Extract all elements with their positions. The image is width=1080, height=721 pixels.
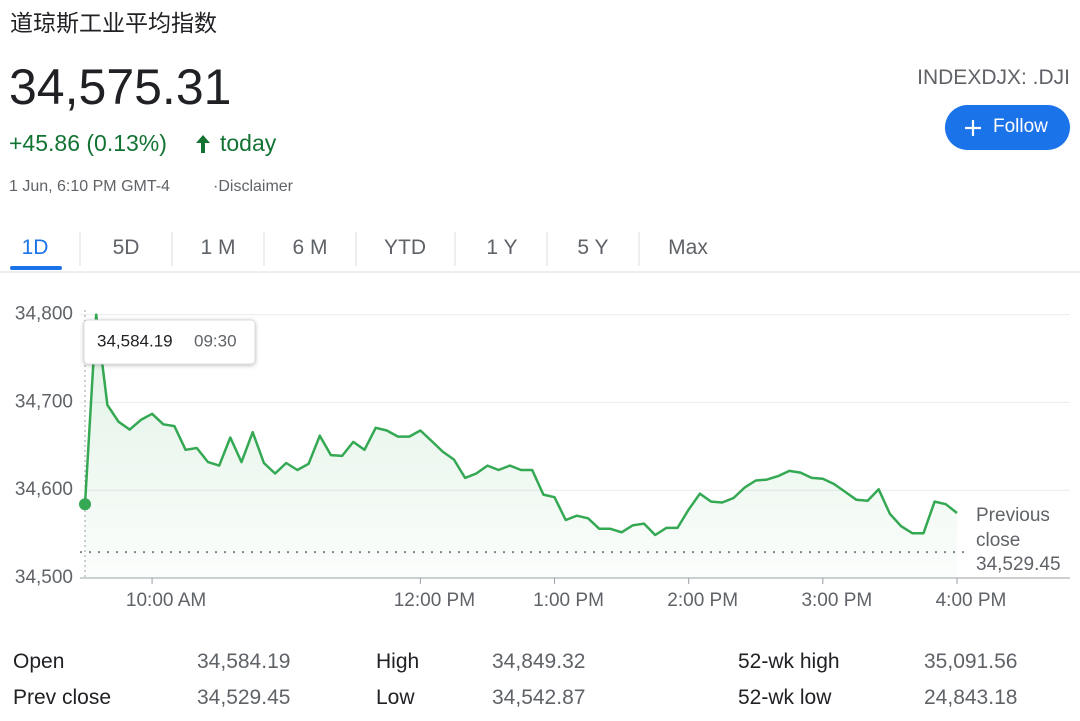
y-tick-label: 34,600: [15, 479, 73, 500]
stat-value: 24,843.18: [924, 686, 1018, 709]
prev-close-text: Previous close: [976, 505, 1050, 551]
tab[interactable]: 6 M: [292, 236, 328, 259]
stat-label: High: [376, 650, 420, 673]
stat-label: Prev close: [13, 686, 112, 709]
x-tick-label: 3:00 PM: [801, 590, 872, 611]
tab[interactable]: 5D: [112, 236, 140, 259]
tooltip-time: 09:30: [194, 331, 237, 350]
prev-close-value: 34,529.45: [976, 554, 1061, 575]
x-tick-label: 1:00 PM: [533, 590, 604, 611]
tab[interactable]: 5 Y: [577, 236, 609, 259]
price: 34,575.31: [9, 59, 232, 115]
area-fill: [85, 314, 957, 578]
ticker: INDEXDJX: .DJI: [917, 66, 1070, 89]
x-tick-label: 4:00 PM: [936, 590, 1007, 611]
tab[interactable]: YTD: [384, 236, 426, 259]
y-tick-label: 34,500: [15, 567, 73, 588]
x-tick-label: 2:00 PM: [667, 590, 738, 611]
up-arrow: [196, 135, 210, 153]
stat-label: Open: [13, 650, 65, 673]
tab[interactable]: 1 Y: [486, 236, 518, 259]
tab[interactable]: 1D: [21, 236, 49, 259]
stat-value: 35,091.56: [924, 650, 1018, 673]
x-tick-label: 12:00 PM: [394, 590, 475, 611]
title: 道琼斯工业平均指数: [10, 11, 217, 37]
hover-dot: [79, 498, 91, 511]
change: +45.86 (0.13%): [9, 130, 167, 156]
tab[interactable]: Max: [668, 236, 708, 259]
price-line: [83, 313, 958, 537]
stat-value: 34,542.87: [492, 686, 586, 709]
timestamp: 1 Jun, 6:10 PM GMT-4: [9, 178, 170, 195]
stat-label: 52-wk high: [738, 650, 840, 673]
change-suffix: today: [220, 130, 277, 156]
x-tick-label: 10:00 AM: [126, 590, 206, 611]
stat-label: 52-wk low: [738, 686, 832, 709]
tab-underline: [10, 266, 62, 270]
y-tick-label: 34,700: [15, 391, 73, 412]
tooltip-value: 34,584.19: [97, 331, 173, 350]
follow-label[interactable]: Follow: [993, 116, 1048, 137]
tab[interactable]: 1 M: [200, 236, 236, 259]
stat-value: 34,849.32: [492, 650, 586, 673]
stat-label: Low: [376, 686, 415, 709]
stat-value: 34,529.45: [197, 686, 291, 709]
plus-icon: [965, 120, 981, 136]
disclaimer-link[interactable]: ·Disclaimer: [213, 178, 293, 195]
y-tick-label: 34,800: [15, 304, 73, 325]
stat-value: 34,584.19: [197, 650, 291, 673]
tooltip-box: [83, 319, 256, 365]
